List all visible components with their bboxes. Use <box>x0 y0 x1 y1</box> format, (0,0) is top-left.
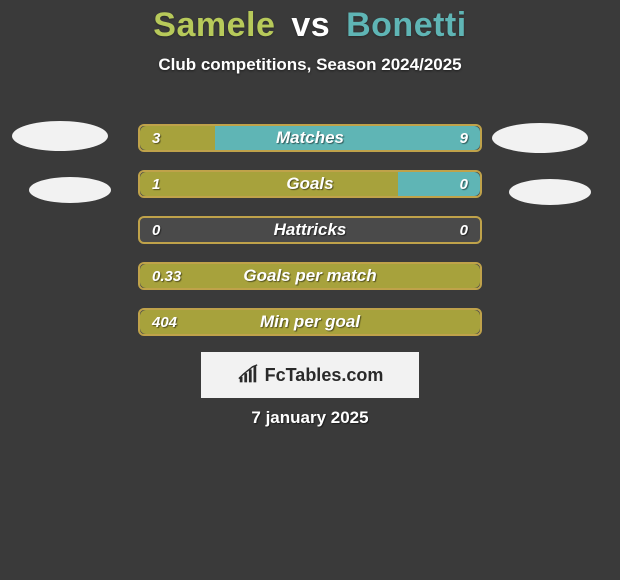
stat-value-left: 1 <box>152 172 160 196</box>
stat-rows: Matches39Goals10Hattricks00Goals per mat… <box>138 124 482 354</box>
stat-value-right: 0 <box>460 172 468 196</box>
left-avatar-placeholder <box>12 121 108 151</box>
stat-row: Goals per match0.33 <box>138 262 482 290</box>
stat-value-left: 3 <box>152 126 160 150</box>
player-left-name: Samele <box>153 6 275 44</box>
stat-row: Matches3 9 <box>138 124 482 152</box>
vs-separator: vs <box>291 6 330 44</box>
player-right-name: Bonetti <box>346 6 467 44</box>
stat-row: Min per goal404 <box>138 308 482 336</box>
stat-label: Goals <box>140 172 480 196</box>
brand-chart-icon <box>237 364 259 386</box>
stat-label: Hattricks <box>140 218 480 242</box>
stat-row: Goals1 0 <box>138 170 482 198</box>
stat-value-left: 404 <box>152 310 177 334</box>
page-title: Samele vs Bonetti <box>0 0 620 45</box>
stats-comparison-card: Samele vs Bonetti Club competitions, Sea… <box>0 0 620 580</box>
brand-badge[interactable]: FcTables.com <box>201 352 419 398</box>
stat-label: Min per goal <box>140 310 480 334</box>
stat-row: Hattricks0 0 <box>138 216 482 244</box>
right-avatar-placeholder <box>509 179 591 205</box>
stat-label: Goals per match <box>140 264 480 288</box>
stat-label: Matches <box>140 126 480 150</box>
stat-value-right: 9 <box>460 126 468 150</box>
left-avatar-placeholder <box>29 177 111 203</box>
date-text: 7 january 2025 <box>0 408 620 428</box>
stat-value-left: 0.33 <box>152 264 181 288</box>
brand-text: FcTables.com <box>265 365 384 386</box>
subtitle: Club competitions, Season 2024/2025 <box>0 55 620 75</box>
right-avatar-placeholder <box>492 123 588 153</box>
stat-value-right: 0 <box>460 218 468 242</box>
stat-value-left: 0 <box>152 218 160 242</box>
